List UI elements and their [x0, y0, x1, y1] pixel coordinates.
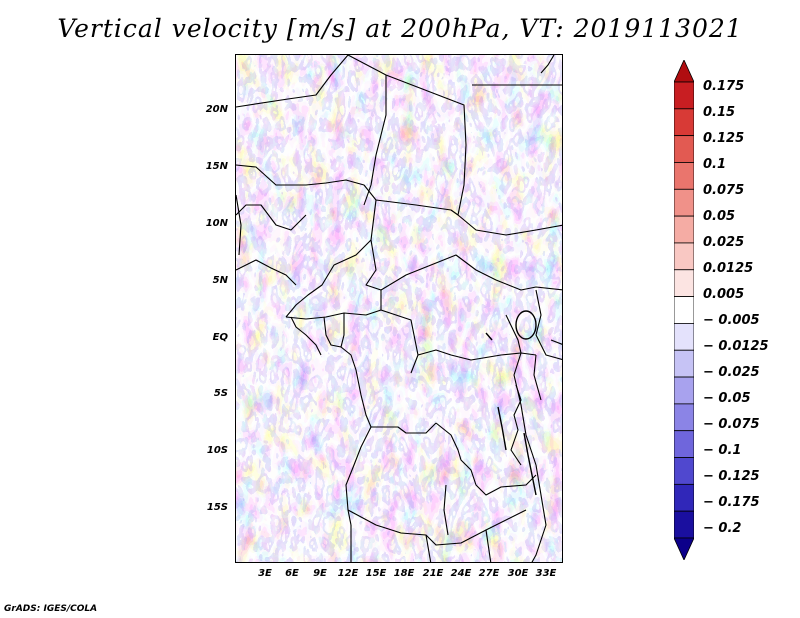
- colorbar-band: [674, 376, 694, 405]
- colorbar-band: [674, 215, 694, 244]
- lon-label-27e: 27E: [478, 568, 500, 579]
- velocity-field-detail: [236, 55, 562, 562]
- map-canvas: [236, 55, 562, 562]
- colorbar-band: [674, 188, 694, 217]
- colorbar-label: 0.15: [703, 105, 736, 120]
- colorbar-band: [674, 349, 694, 378]
- colorbar-label: − 0.005: [703, 313, 760, 328]
- lat-label-5n: 5N: [212, 275, 228, 286]
- colorbar-band: [674, 483, 694, 512]
- lon-label-30e: 30E: [507, 568, 529, 579]
- colorbar-band: [674, 510, 694, 539]
- lon-label-33e: 33E: [535, 568, 557, 579]
- colorbar-label: 0.025: [703, 235, 745, 250]
- colorbar-label: − 0.125: [703, 469, 760, 484]
- lon-label-6e: 6E: [285, 568, 299, 579]
- colorbar-band: [674, 60, 694, 83]
- lon-label-12e: 12E: [337, 568, 359, 579]
- colorbar-band: [674, 296, 694, 324]
- colorbar-label: 0.1: [703, 157, 727, 172]
- colorbar-label: − 0.05: [703, 391, 751, 406]
- lake-outlines: [485, 310, 537, 496]
- colorbar-label: − 0.0125: [703, 339, 769, 354]
- country-borders: [236, 55, 562, 562]
- lon-label-21e: 21E: [422, 568, 444, 579]
- colorbar-label: 0.05: [703, 209, 736, 224]
- lat-label-20n: 20N: [205, 104, 228, 115]
- colorbar-label: 0.125: [703, 131, 745, 146]
- colorbar-label: − 0.075: [703, 417, 760, 432]
- colorbar-label: 0.0125: [703, 261, 754, 276]
- colorbar-band: [674, 81, 694, 110]
- lat-label-5s: 5S: [213, 388, 228, 399]
- lon-label-3e: 3E: [258, 568, 272, 579]
- colorbar-band: [674, 269, 694, 297]
- lon-label-18e: 18E: [393, 568, 415, 579]
- colorbar-label: − 0.175: [703, 495, 760, 510]
- colorbar-label: 0.175: [703, 79, 745, 94]
- lon-label-24e: 24E: [450, 568, 472, 579]
- lat-label-eq: EQ: [212, 332, 228, 343]
- lat-label-15n: 15N: [205, 161, 228, 172]
- colorbar-band: [674, 403, 694, 432]
- colorbar-label: − 0.1: [703, 443, 742, 458]
- colorbar-band: [674, 242, 694, 271]
- lon-label-15e: 15E: [365, 568, 387, 579]
- colorbar-band: [674, 108, 694, 137]
- colorbar-band: [674, 537, 694, 560]
- colorbar-band: [674, 457, 694, 485]
- colorbar-band: [674, 162, 694, 190]
- colorbar-band: [674, 323, 694, 351]
- colorbar: [674, 60, 694, 560]
- colorbar-label: − 0.2: [703, 521, 742, 536]
- colorbar-band: [674, 430, 694, 458]
- colorbar-label: − 0.025: [703, 365, 760, 380]
- chart-title: Vertical velocity [m/s] at 200hPa, VT: 2…: [57, 14, 743, 43]
- grads-credit: GrADS: IGES/COLA: [4, 604, 98, 614]
- vertical-velocity-map: [235, 54, 563, 563]
- lon-label-9e: 9E: [313, 568, 327, 579]
- lat-label-10n: 10N: [205, 218, 228, 229]
- colorbar-label: 0.005: [703, 287, 745, 302]
- colorbar-band: [674, 135, 694, 163]
- lat-label-10s: 10S: [206, 445, 228, 456]
- lat-label-15s: 15S: [206, 502, 228, 513]
- colorbar-label: 0.075: [703, 183, 745, 198]
